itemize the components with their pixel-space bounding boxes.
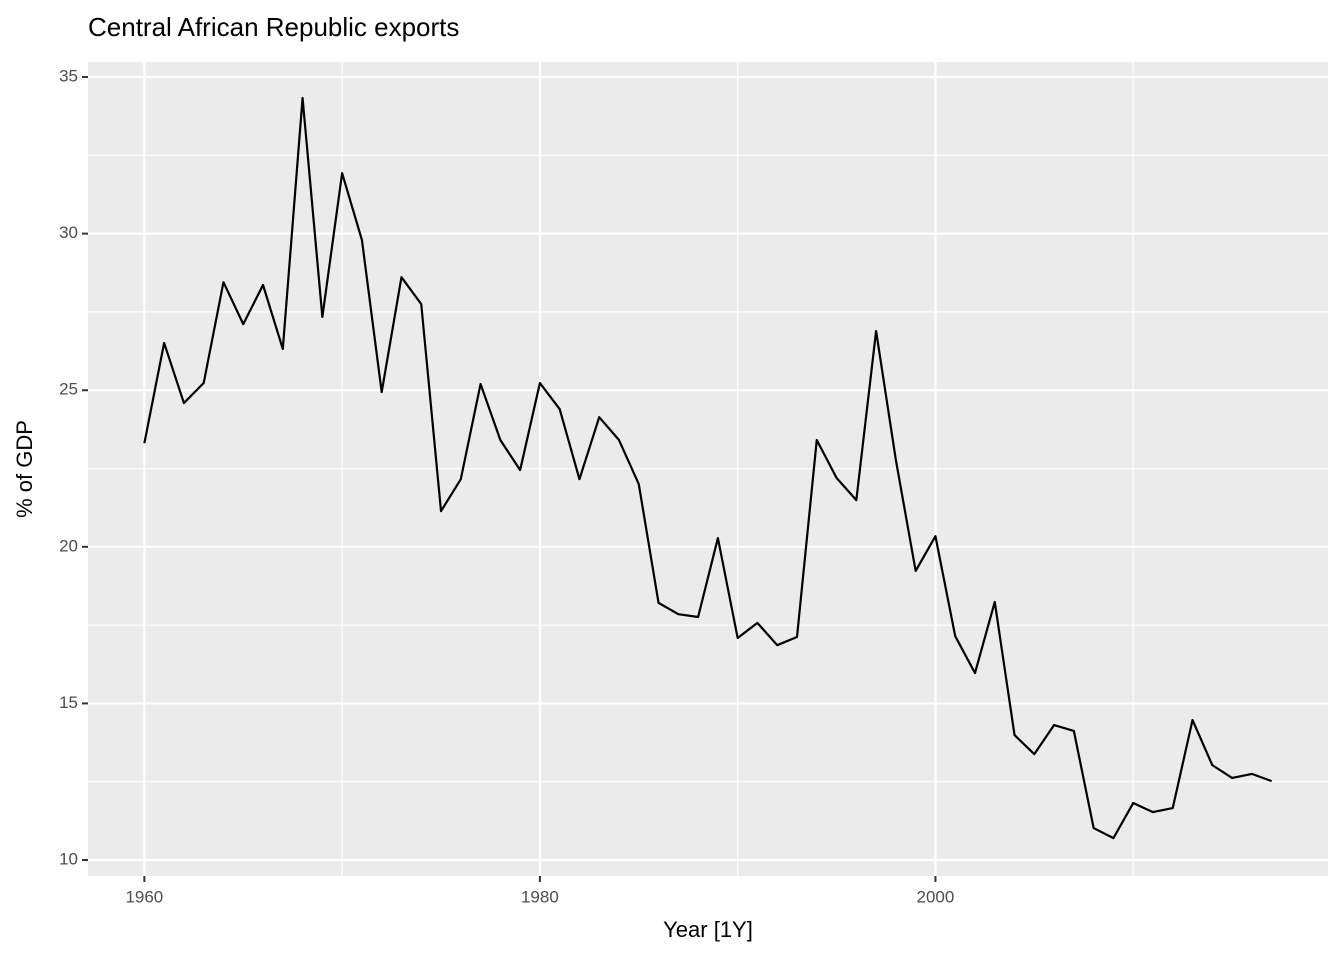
- x-tick-label: 1980: [521, 887, 559, 906]
- line: [143, 96, 1273, 840]
- x-tick-label: 1960: [125, 887, 163, 906]
- y-tick-label: 10: [59, 850, 78, 869]
- chart-title: Central African Republic exports: [88, 12, 459, 42]
- y-tick-label: 25: [59, 380, 78, 399]
- y-tick-label: 20: [59, 536, 78, 555]
- y-tick-label: 30: [59, 223, 78, 242]
- x-axis-title: Year [1Y]: [663, 917, 753, 942]
- x-tick-label: 2000: [917, 887, 955, 906]
- y-tick-label: 15: [59, 693, 78, 712]
- y-axis-title: % of GDP: [12, 420, 37, 518]
- y-tick-label: 35: [59, 67, 78, 86]
